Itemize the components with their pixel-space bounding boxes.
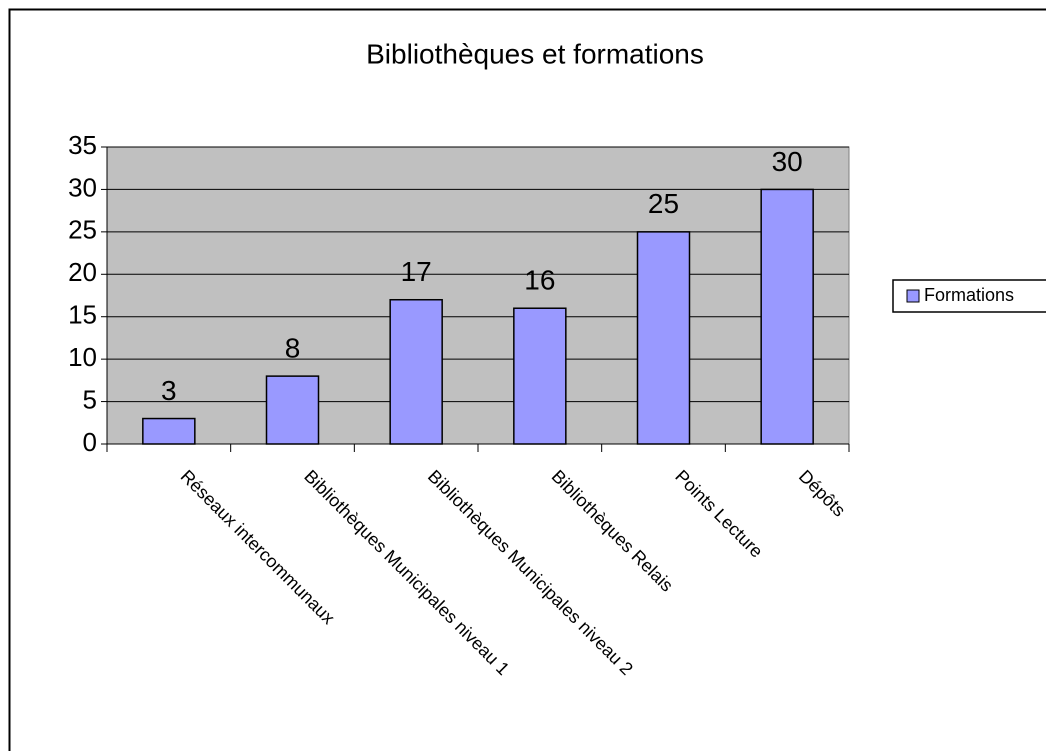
y-tick-label: 15 [68,300,97,330]
data-label: 17 [401,256,432,287]
legend-swatch [906,289,920,303]
bar [760,188,814,445]
bar [636,231,691,445]
bar [389,298,443,445]
y-tick-label: 5 [83,384,97,414]
data-label: 25 [648,188,679,219]
y-tick-label: 25 [68,215,97,245]
data-label: 3 [161,375,177,406]
y-tick-label: 0 [83,427,97,457]
chart-title: Bibliothèques et formations [366,38,704,69]
y-tick-label: 35 [68,130,97,160]
plot-area [106,146,850,445]
bar [513,307,567,445]
data-label: 16 [524,265,555,296]
y-tick-label: 30 [68,172,97,202]
data-label: 30 [772,146,803,177]
legend-label: Formations [924,285,1014,305]
y-tick-label: 10 [68,342,97,372]
y-tick-label: 20 [68,257,97,287]
bar [142,417,196,445]
data-label: 8 [285,333,301,364]
bar [265,375,320,445]
